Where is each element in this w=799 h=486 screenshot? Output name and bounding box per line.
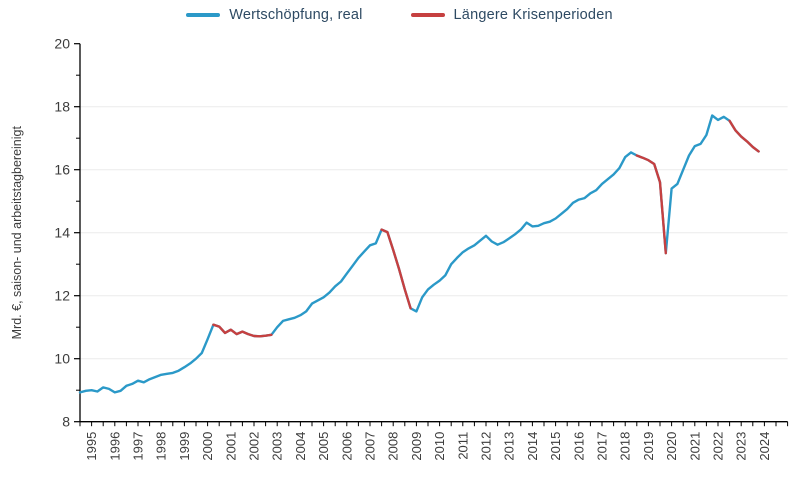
svg-text:1997: 1997 (131, 432, 146, 461)
x-axis-year-labels: 1995 1996 1997 1998 1999 2000 2001 2002 2003 2004… (84, 432, 772, 461)
svg-text:2016: 2016 (571, 432, 586, 461)
legend-label-wertschoepfung: Wertschöpfung, real (229, 7, 363, 23)
gridlines (80, 106, 788, 360)
svg-text:16: 16 (54, 162, 70, 178)
svg-text:2012: 2012 (479, 432, 494, 461)
svg-text:2023: 2023 (734, 432, 749, 461)
svg-text:2000: 2000 (200, 432, 215, 461)
svg-text:2011: 2011 (455, 432, 470, 460)
svg-text:2022: 2022 (711, 432, 726, 461)
crisis-line-segments (212, 119, 760, 338)
svg-text:2019: 2019 (641, 432, 656, 461)
svg-text:2014: 2014 (525, 432, 540, 461)
svg-text:2009: 2009 (409, 432, 424, 461)
svg-text:2005: 2005 (316, 432, 331, 461)
svg-text:2021: 2021 (687, 432, 702, 461)
legend-item-krisenperioden: Längere Krisenperioden (410, 7, 613, 23)
svg-text:2007: 2007 (363, 432, 378, 461)
svg-text:2008: 2008 (386, 432, 401, 461)
svg-text:2013: 2013 (502, 432, 517, 461)
red-line-swatch-icon (410, 13, 445, 17)
y-axis-title: Mrd. €, saison- und arbeitstagbereinigt (10, 126, 24, 340)
svg-text:2004: 2004 (293, 432, 308, 461)
blue-line-swatch-icon (186, 13, 221, 17)
svg-text:1998: 1998 (154, 432, 169, 461)
svg-text:1999: 1999 (177, 432, 192, 461)
svg-text:1996: 1996 (107, 432, 122, 461)
legend: Wertschöpfung, real Längere Krisenperiod… (0, 7, 799, 23)
legend-item-wertschoepfung: Wertschöpfung, real (186, 7, 362, 23)
svg-text:2018: 2018 (618, 432, 633, 461)
svg-text:2002: 2002 (247, 432, 262, 461)
svg-text:2001: 2001 (223, 432, 238, 461)
svg-text:12: 12 (54, 288, 70, 304)
svg-text:1995: 1995 (84, 432, 99, 461)
svg-text:2010: 2010 (432, 432, 447, 461)
svg-text:20: 20 (54, 36, 70, 52)
svg-text:2017: 2017 (595, 432, 610, 461)
svg-text:18: 18 (54, 99, 70, 115)
svg-text:2003: 2003 (270, 432, 285, 461)
series-line-wertschoepfung (78, 114, 760, 394)
svg-text:2015: 2015 (548, 432, 563, 461)
svg-text:2024: 2024 (757, 432, 772, 461)
legend-label-krisenperioden: Längere Krisenperioden (453, 7, 613, 23)
svg-text:2006: 2006 (339, 432, 354, 461)
svg-text:10: 10 (54, 351, 70, 367)
axes: 8 10 12 14 16 18 20 (54, 36, 789, 430)
svg-text:8: 8 (62, 414, 70, 430)
svg-text:14: 14 (54, 225, 70, 241)
svg-text:2020: 2020 (664, 432, 679, 461)
